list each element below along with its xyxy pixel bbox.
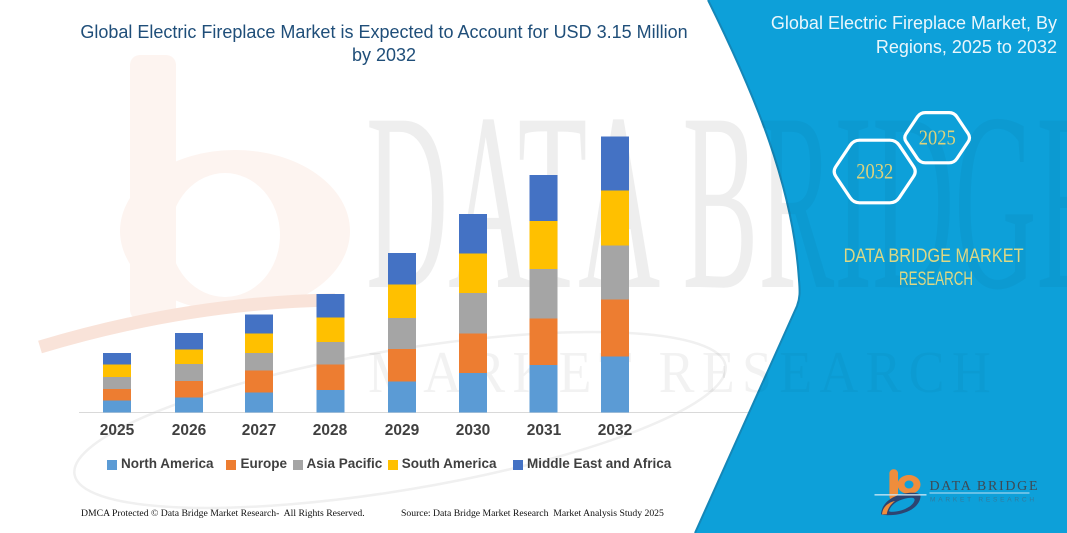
svg-text:2025: 2025	[919, 126, 956, 150]
svg-text:RESEARCH: RESEARCH	[899, 269, 973, 290]
svg-text:MARKET RESEARCH: MARKET RESEARCH	[930, 497, 1037, 504]
svg-text:MARKET RESEARCH: MARKET RESEARCH	[368, 339, 998, 405]
svg-text:DATA BRIDGE MARKET: DATA BRIDGE MARKET	[844, 246, 1024, 267]
svg-text:2032: 2032	[856, 159, 893, 184]
svg-text:DATA BRIDGE: DATA BRIDGE	[930, 479, 1040, 494]
svg-text:DATA BRIDGE: DATA BRIDGE	[366, 61, 1067, 342]
